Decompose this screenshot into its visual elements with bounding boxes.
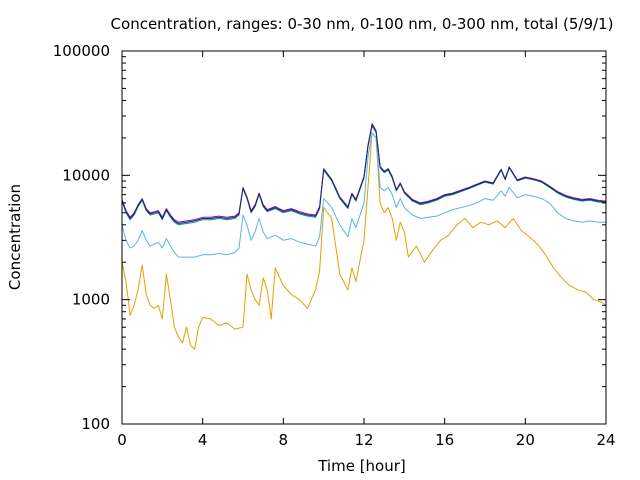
x-tick-label: 16 [435, 431, 454, 449]
y-tick-label: 100000 [53, 42, 110, 60]
x-tick-label: 0 [117, 431, 127, 449]
x-axis-label: Time [hour] [317, 457, 406, 475]
y-axis-label: Concentration [6, 184, 24, 290]
ticks-layer: 0 4 8 12 16 20 24 100 1000 10000 100000 [53, 42, 616, 449]
x-tick-label: 12 [354, 431, 373, 449]
y-tick-label: 10000 [62, 166, 110, 184]
x-tick-label: 4 [198, 431, 208, 449]
x-tick-label: 24 [596, 431, 615, 449]
x-tick-label: 20 [516, 431, 535, 449]
chart-title: Concentration, ranges: 0-30 nm, 0-100 nm… [111, 15, 614, 33]
series-line-5 [121, 123, 607, 224]
y-tick-label: 100 [81, 415, 110, 433]
series-line-1 [121, 132, 607, 350]
y-tick-label: 1000 [72, 291, 110, 309]
x-tick-label: 8 [279, 431, 289, 449]
series-layer [121, 123, 607, 350]
series-line-2 [121, 132, 606, 258]
